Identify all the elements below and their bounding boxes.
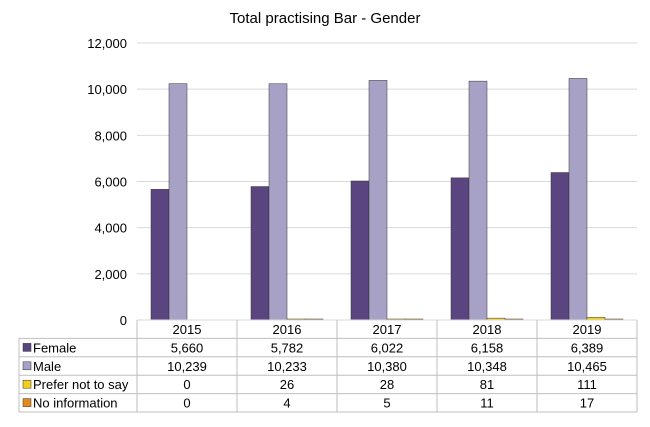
bar-male (368, 80, 388, 321)
data-label: 0 (183, 377, 190, 392)
data-label: 6,022 (371, 340, 404, 355)
data-label: 5,660 (171, 340, 204, 355)
y-tick-label: 0 (120, 313, 127, 328)
x-tick-label: 2015 (173, 322, 202, 337)
data-label: 10,380 (367, 359, 407, 374)
bar-female (150, 189, 170, 321)
data-label: 26 (280, 377, 294, 392)
bar-female (450, 177, 470, 321)
bar-male (168, 83, 188, 321)
y-axis-ticks: 0 2,000 4,000 6,000 8,000 10,000 12,000 (87, 36, 127, 328)
data-label: 6,389 (571, 340, 604, 355)
x-tick-label: 2017 (373, 322, 402, 337)
data-label: 111 (577, 377, 597, 392)
y-tick-label: 10,000 (87, 82, 127, 97)
y-tick-label: 12,000 (87, 36, 127, 51)
y-tick-label: 2,000 (94, 267, 127, 282)
bar-male (268, 83, 288, 321)
legend-key-male (22, 361, 32, 371)
data-label: 6,158 (471, 340, 504, 355)
x-tick-label: 2016 (273, 322, 302, 337)
data-label: 10,239 (167, 359, 207, 374)
y-tick-label: 4,000 (94, 221, 127, 236)
chart-title: Total practising Bar - Gender (230, 10, 421, 27)
bar-female (550, 172, 570, 321)
bar-male (468, 80, 488, 321)
data-label: 4 (283, 396, 290, 411)
x-tick-label: 2018 (473, 322, 502, 337)
data-label: 11 (480, 396, 494, 411)
bar-female (250, 186, 270, 321)
legend-label: Prefer not to say (33, 377, 129, 392)
legend-key-prefer-not-to-say (22, 379, 32, 389)
data-table: 2015 2016 2017 2018 2019 Female 5,660 5,782 6,02… (18, 320, 638, 413)
data-label: 28 (380, 377, 394, 392)
data-label: 10,348 (467, 359, 507, 374)
bars (137, 78, 637, 321)
data-label: 17 (580, 396, 594, 411)
bar-female (350, 180, 370, 321)
legend-key-no-information (22, 398, 32, 407)
y-tick-label: 8,000 (94, 128, 127, 143)
data-label: 81 (480, 377, 494, 392)
data-label: 5,782 (271, 340, 304, 355)
legend-label: No information (33, 396, 118, 411)
legend-label: Female (33, 340, 76, 355)
data-label: 0 (183, 396, 190, 411)
bar-male (568, 78, 588, 321)
data-label: 5 (383, 396, 390, 411)
y-tick-label: 6,000 (94, 175, 127, 190)
legend-key-female (22, 343, 32, 352)
legend-label: Male (33, 359, 61, 374)
x-tick-label: 2019 (573, 322, 602, 337)
data-label: 10,233 (267, 359, 307, 374)
data-label: 10,465 (567, 359, 607, 374)
